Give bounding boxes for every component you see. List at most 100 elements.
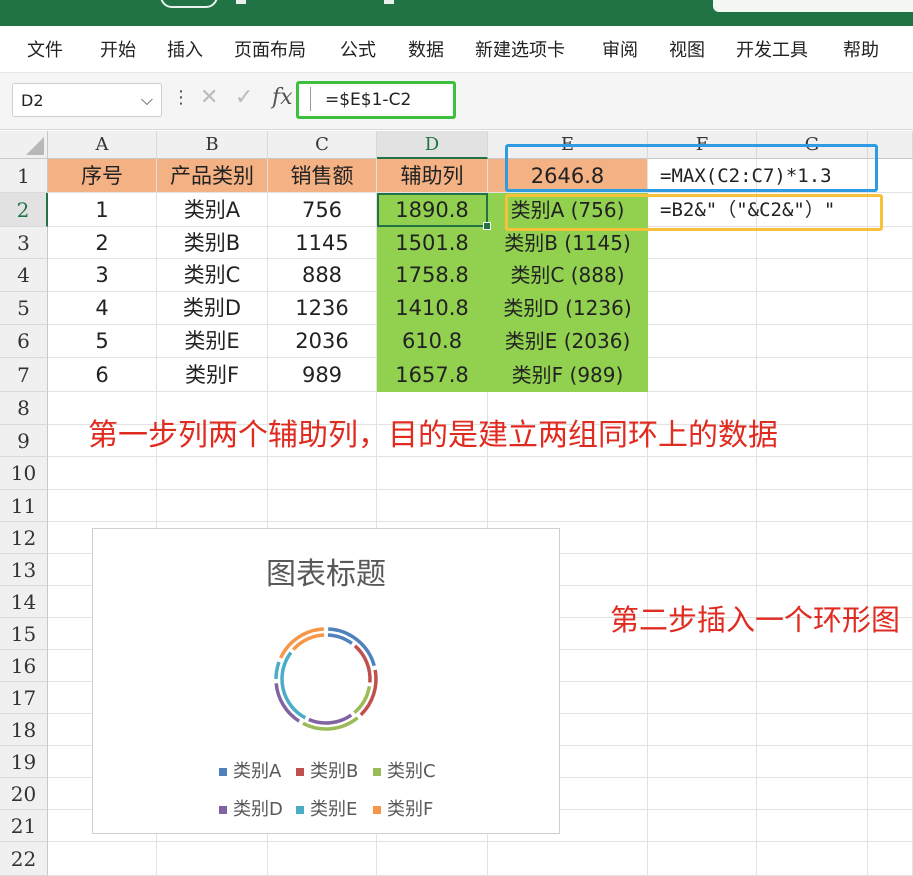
tab-page-layout[interactable]: 页面布局: [234, 40, 306, 61]
cell-category[interactable]: 类别A: [157, 193, 268, 227]
grid-cell[interactable]: [48, 457, 157, 490]
cell-sales[interactable]: 888: [268, 259, 377, 292]
select-all-button[interactable]: [0, 131, 48, 159]
row-header[interactable]: 17: [0, 682, 48, 714]
row-header[interactable]: 19: [0, 746, 48, 778]
grid-cell[interactable]: [868, 259, 913, 292]
grid-cell[interactable]: [868, 457, 913, 490]
row-header[interactable]: 2: [0, 193, 48, 227]
cell-label[interactable]: 类别E (2036): [488, 325, 648, 358]
grid-cell[interactable]: [868, 392, 913, 425]
grid-cell[interactable]: [648, 650, 757, 682]
cell-aux[interactable]: 1890.8: [377, 193, 488, 227]
grid-cell[interactable]: [488, 714, 648, 746]
grid-cell[interactable]: [268, 392, 377, 425]
grid-cell[interactable]: [377, 392, 488, 425]
cell-label[interactable]: 类别D (1236): [488, 292, 648, 325]
check-icon[interactable]: ✓: [235, 85, 254, 110]
grid-cell[interactable]: [757, 425, 868, 457]
cell-aux[interactable]: 1758.8: [377, 259, 488, 292]
cell-aux[interactable]: 1410.8: [377, 292, 488, 325]
grid-cell[interactable]: [648, 292, 757, 325]
grid-cell[interactable]: [157, 457, 268, 490]
fill-handle[interactable]: [483, 222, 491, 230]
grid-cell[interactable]: [868, 842, 913, 876]
chart-title[interactable]: 图表标题: [266, 557, 386, 592]
grid-cell[interactable]: [157, 392, 268, 425]
grid-cell[interactable]: [268, 490, 377, 522]
grid-cell[interactable]: [757, 682, 868, 714]
grid-cell[interactable]: [757, 457, 868, 490]
legend-item[interactable]: 类别C: [373, 757, 436, 783]
grid-cell[interactable]: [757, 522, 868, 554]
donut-slice[interactable]: [353, 644, 372, 683]
legend-item[interactable]: 类别B: [296, 757, 358, 783]
grid-cell[interactable]: [757, 259, 868, 292]
grid-cell[interactable]: [757, 358, 868, 392]
donut-plot-area[interactable]: [93, 609, 559, 759]
grid-cell[interactable]: [868, 490, 913, 522]
row-header[interactable]: 3: [0, 227, 48, 259]
grid-cell[interactable]: [268, 457, 377, 490]
tab-home[interactable]: 开始: [100, 40, 136, 61]
row-header[interactable]: 10: [0, 457, 48, 490]
row-header[interactable]: 11: [0, 490, 48, 522]
grid-cell[interactable]: [757, 714, 868, 746]
grid-cell[interactable]: [648, 714, 757, 746]
donut-slice[interactable]: [353, 685, 372, 715]
grid-cell[interactable]: [757, 586, 868, 618]
donut-slice[interactable]: [328, 627, 376, 667]
legend-item[interactable]: 类别F: [373, 795, 433, 821]
tab-help[interactable]: 帮助: [843, 40, 879, 61]
cell-category[interactable]: 类别C: [157, 259, 268, 292]
grid-cell[interactable]: [757, 490, 868, 522]
name-box[interactable]: D2 ⌵: [12, 83, 162, 117]
grid-cell[interactable]: [488, 392, 648, 425]
row-header[interactable]: 15: [0, 618, 48, 650]
more-options-icon[interactable]: ⋮: [172, 87, 190, 108]
grid-cell[interactable]: [48, 490, 157, 522]
donut-slice[interactable]: [292, 633, 325, 651]
cell-no[interactable]: 1: [48, 193, 157, 227]
donut-slice[interactable]: [279, 627, 324, 659]
grid-cell[interactable]: [488, 810, 648, 842]
close-icon[interactable]: ✕: [200, 85, 219, 110]
cell-a1[interactable]: 序号: [48, 159, 157, 193]
grid-cell[interactable]: [868, 682, 913, 714]
cell-sales[interactable]: 989: [268, 358, 377, 392]
grid-cell[interactable]: [868, 425, 913, 457]
grid-cell[interactable]: [868, 714, 913, 746]
grid-cell[interactable]: [377, 842, 488, 876]
grid-cell[interactable]: [868, 292, 913, 325]
donut-slice[interactable]: [302, 716, 359, 731]
cell-f2[interactable]: =B2&"（"&C2&"）": [648, 193, 878, 227]
grid-cell[interactable]: [757, 842, 868, 876]
tab-formulas[interactable]: 公式: [340, 40, 376, 61]
column-header-b[interactable]: B: [157, 131, 268, 159]
grid-cell[interactable]: [648, 325, 757, 358]
cell-sales[interactable]: 1236: [268, 292, 377, 325]
grid-cell[interactable]: [648, 457, 757, 490]
grid-cell[interactable]: [868, 650, 913, 682]
grid-cell[interactable]: [648, 425, 757, 457]
legend-item[interactable]: 类别D: [219, 795, 283, 821]
grid-cell[interactable]: [868, 522, 913, 554]
tab-insert[interactable]: 插入: [167, 40, 203, 61]
grid-cell[interactable]: [488, 490, 648, 522]
tab-data[interactable]: 数据: [408, 40, 444, 61]
grid-cell[interactable]: [157, 842, 268, 876]
cell-label[interactable]: 类别B (1145): [488, 227, 648, 259]
search-bar[interactable]: [713, 0, 913, 12]
grid-cell[interactable]: [648, 554, 757, 586]
donut-slice[interactable]: [308, 713, 353, 725]
quick-access-icon[interactable]: [384, 0, 394, 4]
cell-b1[interactable]: 产品类别: [157, 159, 268, 193]
row-header[interactable]: 14: [0, 586, 48, 618]
grid-cell[interactable]: [868, 746, 913, 778]
grid-cell[interactable]: [648, 392, 757, 425]
grid-cell[interactable]: [488, 778, 648, 810]
formula-input[interactable]: =$E$1-C2: [296, 81, 456, 119]
grid-cell[interactable]: [868, 554, 913, 586]
column-header-d[interactable]: D: [377, 131, 488, 159]
grid-cell[interactable]: [488, 586, 648, 618]
